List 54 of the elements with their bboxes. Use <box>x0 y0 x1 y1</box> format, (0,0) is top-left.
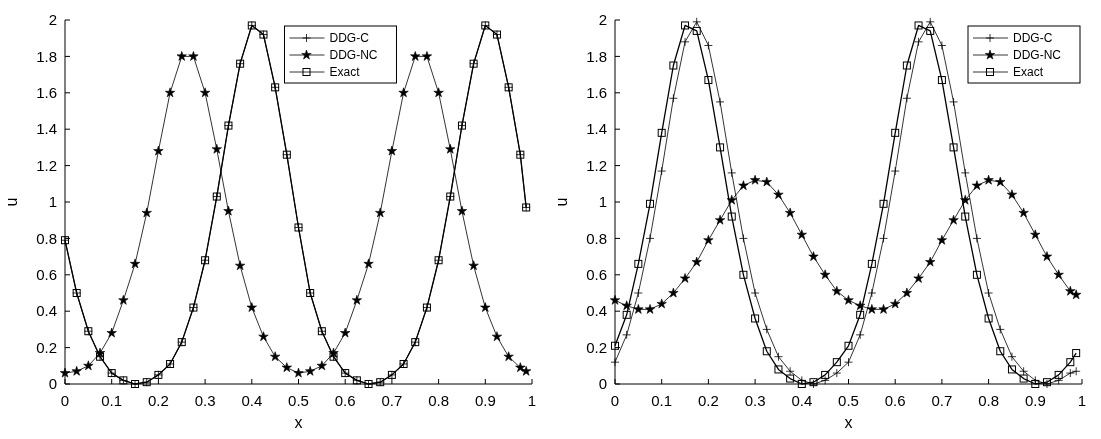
x-tick-label: 0.8 <box>428 392 450 409</box>
x-tick-label: 0 <box>60 392 70 409</box>
x-axis-title: x <box>294 414 303 431</box>
y-tick-label: 0.4 <box>586 302 607 320</box>
x-tick-label: 0.2 <box>697 392 719 409</box>
x-tick-label: 0.8 <box>978 392 1000 409</box>
x-tick-label: 0.2 <box>147 392 169 409</box>
y-tick-label: 1.2 <box>36 156 57 174</box>
x-tick-label: 0.9 <box>474 392 496 409</box>
y-tick-label: 0.6 <box>586 266 607 284</box>
y-tick-label: 1.8 <box>586 47 607 65</box>
y-axis-title: u <box>553 197 570 207</box>
x-tick-label: 0 <box>610 392 620 409</box>
y-tick-label: 1.4 <box>36 120 57 138</box>
x-tick-label: 0.4 <box>241 392 263 409</box>
y-tick-label: 1 <box>48 193 57 211</box>
y-tick-label: 0.6 <box>36 266 57 284</box>
y-tick-label: 0.8 <box>586 229 607 247</box>
x-tick-label: 0.3 <box>744 392 766 409</box>
y-tick-label: 0.8 <box>36 229 57 247</box>
x-tick-label: 0.4 <box>791 392 813 409</box>
x-tick-label: 0.5 <box>288 392 309 409</box>
legend-label: DDG-NC <box>1013 48 1062 63</box>
x-tick-label: 0.3 <box>194 392 216 409</box>
y-tick-label: 1.6 <box>36 84 57 102</box>
x-tick-label: 0.1 <box>651 392 673 409</box>
y-tick-label: 0.2 <box>586 338 607 356</box>
y-tick-label: 1.6 <box>586 84 607 102</box>
y-axis-title: u <box>3 197 20 207</box>
y-tick-label: 0.4 <box>36 302 57 320</box>
x-tick-label: 0.1 <box>101 392 123 409</box>
legend-label: DDG-C <box>1013 31 1053 46</box>
x-tick-label: 1 <box>1077 392 1087 409</box>
y-tick-label: 2 <box>598 11 607 29</box>
x-tick-label: 0.9 <box>1024 392 1046 409</box>
legend-label: DDG-NC <box>329 48 378 63</box>
y-tick-label: 1 <box>598 193 607 211</box>
legend-label: Exact <box>1013 65 1044 80</box>
x-tick-label: 0.7 <box>931 392 953 409</box>
y-tick-label: 1.2 <box>586 156 607 174</box>
y-tick-label: 0 <box>598 375 607 393</box>
y-tick-label: 0 <box>48 375 57 393</box>
x-tick-label: 0.6 <box>334 392 356 409</box>
y-tick-label: 0.2 <box>36 338 57 356</box>
legend-label: Exact <box>329 65 361 80</box>
y-tick-label: 2 <box>48 11 57 29</box>
y-tick-label: 1.8 <box>36 47 57 65</box>
x-tick-label: 1 <box>527 392 537 409</box>
x-tick-label: 0.5 <box>838 392 859 409</box>
x-tick-label: 0.6 <box>884 392 906 409</box>
y-tick-label: 1.4 <box>586 120 607 138</box>
legend-label: DDG-C <box>329 31 370 46</box>
x-tick-label: 0.7 <box>381 392 403 409</box>
x-axis-title: x <box>844 414 853 431</box>
